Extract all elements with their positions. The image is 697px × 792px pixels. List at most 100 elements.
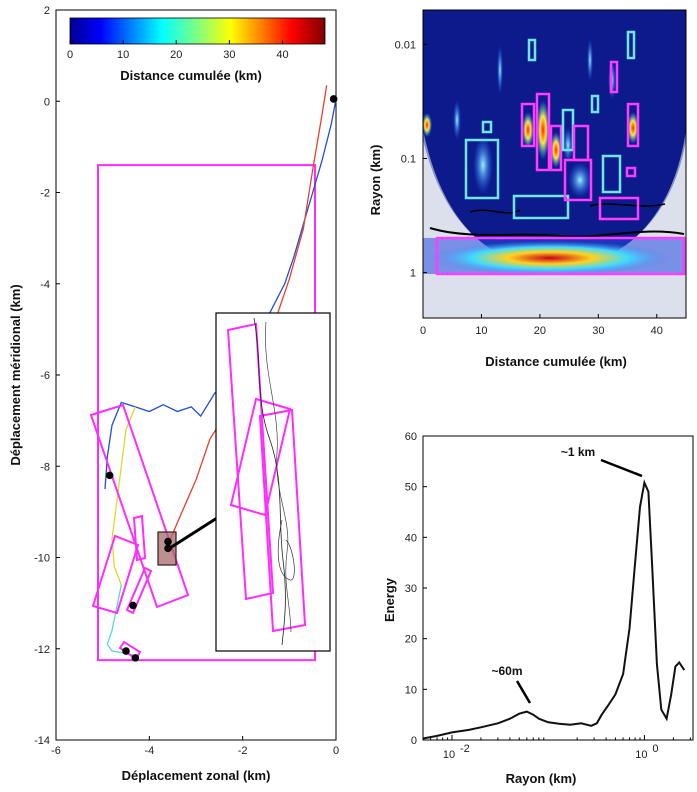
wavelet-panel: 0.01 0.1 1 0 10 20 30 40 Distance cumulée (km)… [368,9,687,369]
annotation-60m-pointer [515,680,532,704]
zoom-inset [215,312,331,652]
wavelet-box-16 [590,94,600,114]
wavelet-box-3 [481,120,493,134]
spectrum-xlabel: Rayon (km) [506,771,577,786]
trajectory-y-ticks: 2 0 -2 -4 -6 -8 -10 -12 -14 [34,5,60,747]
y-tick-label: 2 [44,5,50,17]
colorbar-tick-label: 30 [223,49,235,61]
wavelet-box-1 [464,138,500,200]
spectrum-panel: 0 10 20 30 40 50 60 10 -2 10 0 ~1 km ~60m Rayon (… [382,431,694,786]
y-tick-label: 0.1 [401,153,416,165]
trajectory-marker [164,544,172,553]
inset-box-1 [226,322,275,601]
wavelet-box-13 [626,102,640,148]
trajectory-series-line [111,406,136,586]
x-tick-label: 30 [592,325,604,337]
colorbar-label: Distance cumulée (km) [120,68,262,83]
wavelet-box-14 [609,60,619,94]
y-tick-label: 0 [44,96,50,108]
trajectory-x-ticks: -6 -4 -2 0 [51,736,339,757]
wavelet-box-4 [520,102,536,148]
trajectory-marker [105,471,114,480]
wavelet-box-9 [563,158,593,202]
trajectory-series-line [104,98,337,490]
region-box-small-1 [132,514,147,562]
inset-track-3 [277,519,295,581]
annotation-60m: ~60m [491,664,522,678]
spectrum-plot-area [422,435,694,741]
spectrum-x-ticks: 10 -2 10 0 [422,735,691,761]
wavelet-xlabel: Distance cumulée (km) [485,354,627,369]
x-tick-exponent: -2 [460,743,470,755]
spectrum-line [422,479,686,740]
y-tick-label: 20 [405,634,417,646]
spectrum-ylabel: Energy [382,577,397,622]
trajectory-marker [329,95,338,103]
spectrum-y-ticks: 0 10 20 30 40 50 60 [405,431,427,747]
wavelet-image [423,10,686,318]
wavelet-box-6 [549,124,563,172]
x-tick-label: 10 [475,325,487,337]
colorbar-tick-label: 40 [276,49,288,61]
wavelet-box-11 [598,196,640,221]
y-tick-label: 60 [405,431,417,443]
x-tick-label: 10 [635,749,647,761]
x-tick-label: 20 [534,325,546,337]
wavelet-box-15 [626,30,636,60]
y-tick-label: 0.01 [395,39,416,51]
trajectory-xlabel: Déplacement zonal (km) [122,768,271,783]
y-tick-label: 10 [405,684,417,696]
wavelet-box-5 [535,92,551,172]
trajectory-marker [131,654,140,662]
x-tick-label: -4 [144,745,154,757]
y-tick-label: -8 [40,461,50,473]
wavelet-box-10 [601,154,622,194]
y-tick-label: 50 [405,482,417,494]
annotation-1km: ~1 km [561,445,595,459]
trajectory-marker [164,537,172,546]
inset-box-3 [258,408,307,633]
y-tick-label: -12 [34,644,50,656]
trajectory-marker [129,601,137,610]
wavelet-y-ticks: 0.01 0.1 1 [395,39,427,280]
trajectory-marker [122,647,130,655]
inset-track-2 [265,321,292,633]
x-tick-exponent: 0 [652,743,658,755]
wavelet-boxes [435,30,686,276]
trajectory-ylabel: Déplacement méridional (km) [8,284,23,465]
x-tick-label: -6 [51,745,61,757]
colorbar-tick-label: 0 [67,49,73,61]
zoom-connector-line [169,516,218,550]
wavelet-plot-area [422,9,687,319]
y-tick-label: -6 [40,370,50,382]
y-tick-label: 30 [405,583,417,595]
wavelet-ylabel: Rayon (km) [368,145,383,216]
y-tick-label: -14 [34,735,50,747]
wavelet-x-ticks: 0 10 20 30 40 [420,314,663,337]
y-tick-label: -2 [40,188,50,200]
y-tick-label: 1 [410,268,416,280]
region-boxes [89,403,190,661]
wavelet-box-12 [625,166,637,178]
region-box-lower-left [91,534,140,615]
x-tick-label: -2 [238,745,248,757]
y-tick-label: 0 [411,735,417,747]
x-tick-label: 0 [420,325,426,337]
colorbar-tick-label: 10 [117,49,129,61]
region-box-small-3 [118,640,142,661]
colorbar: 0 10 20 30 40 Distance cumulée (km) [67,17,326,83]
wavelet-box-17 [527,38,537,62]
y-tick-label: -10 [34,553,50,565]
wavelet-box-2 [512,194,570,220]
region-box-small-2 [125,566,153,615]
colorbar-gradient [69,17,326,45]
wavelet-box-18 [435,236,686,276]
x-tick-label: 0 [333,745,339,757]
y-tick-label: -4 [40,279,50,291]
colorbar-ticks: 0 10 20 30 40 [67,40,289,61]
trajectory-markers [105,95,338,662]
annotation-1km-pointer [600,458,643,478]
x-tick-label: 40 [651,325,663,337]
